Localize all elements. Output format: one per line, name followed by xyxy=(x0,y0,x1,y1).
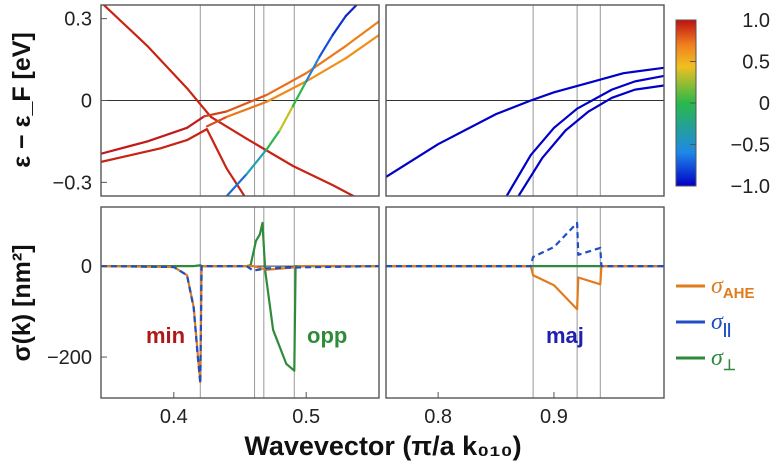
cb-tick-3: −0.5 xyxy=(731,135,770,157)
legend-label-parallel: σ|| xyxy=(711,309,731,338)
y-label-sigma: σ(k) [nm²] xyxy=(8,244,36,361)
band-minority-steep xyxy=(102,5,356,196)
series-σ_∥ xyxy=(101,265,379,385)
ytick-bottom-1: −200 xyxy=(47,347,92,369)
tick-labels: 0.3 0 −0.3 0 −200 0.4 0.5 0.8 0.9 xyxy=(47,9,568,428)
band-middle-orange-seg-2 xyxy=(265,80,308,103)
annotation-opp: opp xyxy=(307,323,347,348)
cb-tick-2: 0 xyxy=(759,93,770,115)
band-middle-orange-seg-0 xyxy=(205,115,228,128)
band-lower-red xyxy=(101,128,246,196)
series-σ_AHE xyxy=(386,265,664,311)
cb-tick-1: 0.5 xyxy=(742,52,770,74)
xtick-br-0: 0.8 xyxy=(424,406,452,428)
band-crossing-band-seg-8 xyxy=(344,5,359,18)
band-upper-red-orange-seg-3 xyxy=(203,110,228,118)
ytick-top-1: 0 xyxy=(81,91,92,113)
band-upper-red-orange-seg-1 xyxy=(146,126,189,143)
ytick-top-0: 0.3 xyxy=(64,9,92,31)
cb-tick-4: −1.0 xyxy=(731,176,770,198)
band-middle-orange-seg-1 xyxy=(225,100,268,118)
xtick-br-1: 0.9 xyxy=(540,406,568,428)
band-crossing-band-seg-2 xyxy=(265,129,281,151)
band-maj-2 xyxy=(505,74,664,196)
band-crossing-band-seg-7 xyxy=(331,14,348,37)
band-upper-red-orange-seg-5 xyxy=(265,72,308,97)
legend-label-perp: σ⊥ xyxy=(711,345,736,374)
band-crossing-band-seg-1 xyxy=(245,148,268,176)
band-middle-orange-seg-3 xyxy=(305,57,348,83)
x-label: Wavevector (π/a k₀₁₀) xyxy=(244,431,521,461)
band-crossing-band-seg-6 xyxy=(318,33,334,58)
band-crossing-band-seg-3 xyxy=(278,104,295,132)
band-middle-orange-seg-4 xyxy=(344,33,379,60)
y-label-energy: ε − ε_F [eV] xyxy=(8,32,36,168)
ytick-bottom-0: 0 xyxy=(81,256,92,278)
frame-top-right xyxy=(385,4,665,197)
sigma-panel-left xyxy=(101,207,379,398)
sigma-panel-right xyxy=(386,207,664,398)
xtick-bl-0: 0.4 xyxy=(160,406,188,428)
band-upper-red-orange-seg-4 xyxy=(225,93,268,113)
ytick-top-2: −0.3 xyxy=(53,172,92,194)
frame-bottom-right xyxy=(385,206,665,399)
xtick-bl-1: 0.5 xyxy=(292,406,320,428)
series-σ_∥ xyxy=(386,221,664,268)
band-maj-1 xyxy=(386,66,664,178)
band-panel-left xyxy=(101,5,379,196)
band-crossing-band-seg-5 xyxy=(305,55,321,83)
legend-label-ahe: σAHE xyxy=(711,273,755,302)
band-crossing-band-seg-4 xyxy=(291,80,308,108)
annotation-min: min xyxy=(146,323,185,348)
band-panel-right xyxy=(386,5,664,196)
annotation-maj: maj xyxy=(546,323,584,348)
band-maj-3 xyxy=(517,84,664,196)
cb-tick-0: 1.0 xyxy=(742,10,770,32)
band-upper-red-orange-seg-0 xyxy=(101,140,149,155)
band-upper-red-orange-seg-7 xyxy=(344,20,379,48)
colorbar-ticks: 1.0 0.5 0 −0.5 −1.0 xyxy=(690,10,770,198)
frame-bottom-left xyxy=(100,206,380,399)
legend: σAHE σ|| σ⊥ xyxy=(676,273,755,374)
band-crossing-band-seg-0 xyxy=(225,173,248,196)
series-σ_⊥ xyxy=(101,221,379,372)
band-upper-red-orange-seg-2 xyxy=(185,115,206,129)
